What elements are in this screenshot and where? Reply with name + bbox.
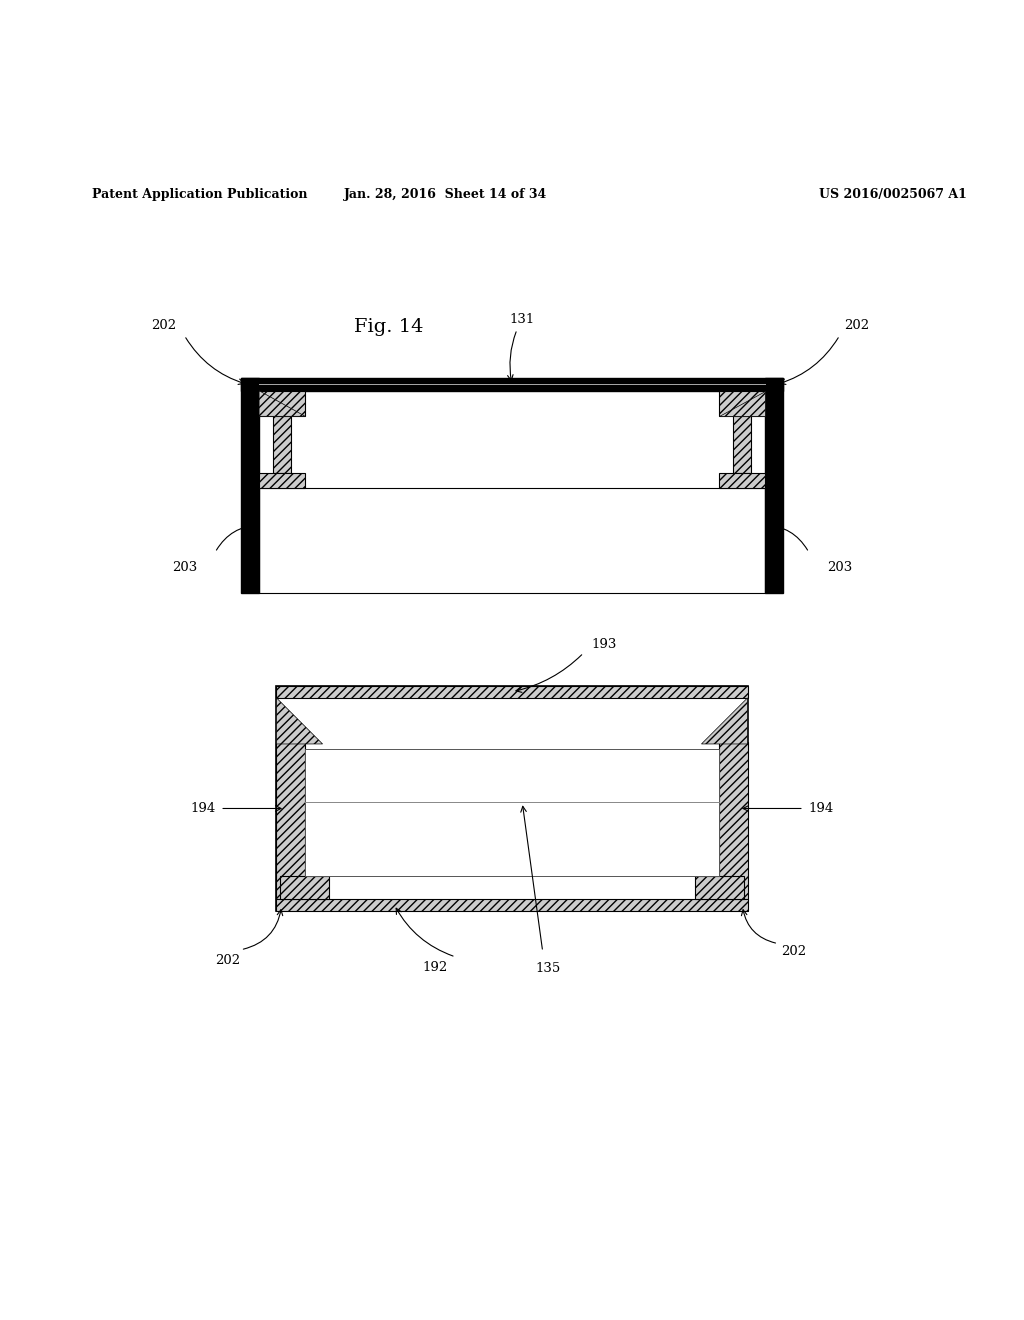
Bar (259, 488, 765, 594)
Text: 202: 202 (781, 945, 806, 958)
Bar (276, 899, 748, 911)
Polygon shape (719, 391, 765, 416)
Text: 202: 202 (215, 953, 240, 966)
Polygon shape (701, 698, 748, 744)
Text: 202: 202 (152, 318, 176, 331)
Text: 135: 135 (536, 962, 560, 974)
Bar (272, 416, 292, 473)
Text: 131: 131 (510, 313, 535, 326)
Text: 194: 194 (190, 803, 215, 814)
Polygon shape (259, 391, 305, 416)
Text: 193: 193 (592, 638, 616, 651)
Bar (259, 391, 305, 416)
Bar (733, 416, 752, 473)
Bar (719, 391, 765, 416)
Bar (719, 742, 748, 899)
Bar (305, 748, 719, 876)
Bar (259, 473, 305, 488)
Text: 203: 203 (827, 561, 852, 574)
Text: Jan. 28, 2016  Sheet 14 of 34: Jan. 28, 2016 Sheet 14 of 34 (344, 187, 547, 201)
Bar (241, 379, 259, 594)
Bar (765, 379, 783, 594)
Text: US 2016/0025067 A1: US 2016/0025067 A1 (819, 187, 967, 201)
Bar (280, 876, 329, 899)
Text: Fig. 14: Fig. 14 (354, 318, 424, 337)
Polygon shape (276, 698, 323, 744)
Text: 203: 203 (172, 561, 197, 574)
Bar (276, 685, 748, 698)
Bar (276, 685, 748, 911)
Bar (276, 742, 305, 899)
Text: 192: 192 (423, 961, 447, 974)
Text: Patent Application Publication: Patent Application Publication (92, 187, 307, 201)
Text: 194: 194 (809, 803, 834, 814)
Bar (719, 473, 765, 488)
Bar (695, 876, 744, 899)
Bar (241, 379, 783, 391)
Text: 202: 202 (845, 318, 869, 331)
